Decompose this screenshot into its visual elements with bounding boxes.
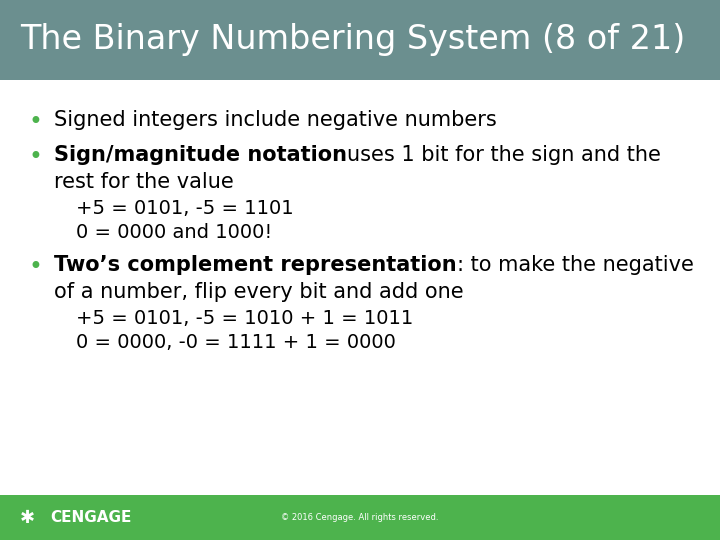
- Text: The Binary Numbering System (8 of 21): The Binary Numbering System (8 of 21): [20, 23, 685, 57]
- Text: : to make the negative: : to make the negative: [456, 255, 693, 275]
- Text: •: •: [29, 110, 42, 133]
- Text: Two’s complement representation: Two’s complement representation: [54, 255, 456, 275]
- Text: •: •: [29, 145, 42, 168]
- Text: +5 = 0101, -5 = 1101: +5 = 0101, -5 = 1101: [76, 199, 293, 218]
- Text: 0 = 0000, -0 = 1111 + 1 = 0000: 0 = 0000, -0 = 1111 + 1 = 0000: [76, 333, 395, 352]
- Bar: [0, 0, 720, 80]
- Text: © 2016 Cengage. All rights reserved.: © 2016 Cengage. All rights reserved.: [282, 513, 438, 522]
- Text: CENGAGE: CENGAGE: [50, 510, 132, 525]
- Text: 0 = 0000 and 1000!: 0 = 0000 and 1000!: [76, 222, 272, 241]
- Text: +5 = 0101, -5 = 1010 + 1 = 1011: +5 = 0101, -5 = 1010 + 1 = 1011: [76, 309, 413, 328]
- Text: uses 1 bit for the sign and the: uses 1 bit for the sign and the: [347, 145, 661, 165]
- Text: of a number, flip every bit and add one: of a number, flip every bit and add one: [54, 282, 464, 302]
- Text: ✱: ✱: [19, 509, 35, 526]
- Bar: [0, 495, 720, 540]
- Text: Sign/magnitude notation: Sign/magnitude notation: [54, 145, 347, 165]
- Text: rest for the value: rest for the value: [54, 172, 234, 192]
- Text: •: •: [29, 255, 42, 279]
- Text: Signed integers include negative numbers: Signed integers include negative numbers: [54, 110, 497, 130]
